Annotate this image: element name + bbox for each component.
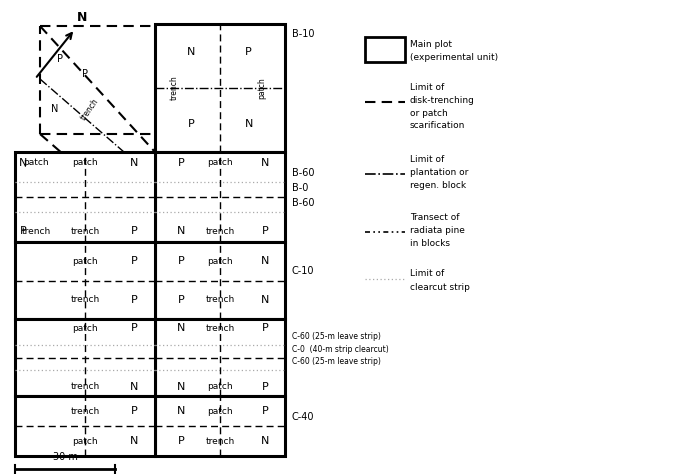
Text: P: P bbox=[177, 256, 184, 266]
Text: N: N bbox=[77, 11, 87, 24]
Text: B-60: B-60 bbox=[292, 198, 314, 208]
Text: plantation or: plantation or bbox=[410, 167, 469, 176]
Text: N: N bbox=[177, 382, 185, 392]
Bar bbox=[365, 37, 405, 62]
Text: patch: patch bbox=[72, 437, 98, 446]
Text: B-60: B-60 bbox=[292, 168, 314, 178]
Bar bbox=[155, 396, 285, 456]
Text: P: P bbox=[57, 54, 63, 64]
Text: patch: patch bbox=[207, 158, 233, 167]
Text: P: P bbox=[131, 256, 137, 266]
Bar bbox=[15, 396, 155, 456]
Text: N: N bbox=[261, 436, 270, 446]
Bar bbox=[15, 152, 155, 242]
Text: N: N bbox=[130, 436, 138, 446]
Bar bbox=[15, 242, 155, 319]
Text: scarification: scarification bbox=[410, 121, 465, 130]
Text: 30 m: 30 m bbox=[52, 452, 78, 462]
Text: P: P bbox=[131, 323, 137, 333]
Bar bbox=[155, 24, 285, 152]
Text: C-10: C-10 bbox=[292, 266, 314, 276]
Text: N: N bbox=[261, 158, 270, 168]
Text: P: P bbox=[131, 226, 137, 236]
Text: C-60 (25-m leave strip): C-60 (25-m leave strip) bbox=[292, 357, 381, 366]
Text: Limit of: Limit of bbox=[410, 270, 444, 279]
Text: trench: trench bbox=[70, 382, 100, 391]
Text: trench: trench bbox=[79, 96, 101, 122]
Text: P: P bbox=[20, 226, 27, 236]
Text: patch: patch bbox=[72, 257, 98, 266]
Text: trench: trench bbox=[205, 227, 235, 236]
Bar bbox=[155, 242, 285, 319]
Text: C-40: C-40 bbox=[292, 412, 314, 422]
Text: P: P bbox=[245, 47, 252, 57]
Text: P: P bbox=[131, 295, 137, 305]
Text: radiata pine: radiata pine bbox=[410, 226, 465, 235]
Text: (experimental unit): (experimental unit) bbox=[410, 53, 498, 62]
Text: trench: trench bbox=[70, 407, 100, 416]
Text: N: N bbox=[244, 119, 253, 129]
Text: patch: patch bbox=[207, 407, 233, 416]
Text: patch: patch bbox=[207, 257, 233, 266]
Text: P: P bbox=[262, 323, 269, 333]
Text: N: N bbox=[187, 47, 196, 57]
Text: clearcut strip: clearcut strip bbox=[410, 283, 470, 292]
Text: N: N bbox=[130, 382, 138, 392]
Text: N: N bbox=[177, 323, 185, 333]
Bar bbox=[155, 152, 285, 242]
Text: patch: patch bbox=[23, 158, 49, 167]
Text: P: P bbox=[82, 69, 88, 79]
Text: trench: trench bbox=[70, 227, 100, 236]
Text: P: P bbox=[131, 406, 137, 416]
Text: Limit of: Limit of bbox=[410, 82, 444, 91]
Text: trench: trench bbox=[205, 437, 235, 446]
Text: B-10: B-10 bbox=[292, 29, 314, 39]
Text: or patch: or patch bbox=[410, 109, 447, 118]
Text: P: P bbox=[262, 226, 269, 236]
Text: regen. block: regen. block bbox=[410, 181, 466, 190]
Text: P: P bbox=[262, 406, 269, 416]
Bar bbox=[155, 319, 285, 396]
Text: N: N bbox=[261, 295, 270, 305]
Text: B-0: B-0 bbox=[292, 183, 308, 193]
Text: N: N bbox=[51, 104, 58, 114]
Text: Transect of: Transect of bbox=[410, 212, 460, 221]
Text: N: N bbox=[261, 256, 270, 266]
Text: patch: patch bbox=[72, 324, 98, 333]
Text: C-0  (40-m strip clearcut): C-0 (40-m strip clearcut) bbox=[292, 345, 389, 354]
Text: disk-trenching: disk-trenching bbox=[410, 95, 475, 104]
Text: in blocks: in blocks bbox=[410, 238, 450, 247]
Text: Limit of: Limit of bbox=[410, 155, 444, 164]
Text: patch: patch bbox=[257, 77, 266, 99]
Text: N: N bbox=[19, 158, 27, 168]
Text: N: N bbox=[177, 406, 185, 416]
Text: P: P bbox=[188, 119, 194, 129]
Text: P: P bbox=[177, 295, 184, 305]
Text: patch: patch bbox=[207, 382, 233, 391]
Text: Main plot: Main plot bbox=[410, 39, 452, 48]
Text: P: P bbox=[262, 382, 269, 392]
Text: trench: trench bbox=[205, 295, 235, 304]
Text: trench: trench bbox=[170, 76, 179, 100]
Text: trench: trench bbox=[21, 227, 50, 236]
Text: P: P bbox=[177, 436, 184, 446]
Text: trench: trench bbox=[205, 324, 235, 333]
Text: patch: patch bbox=[72, 158, 98, 167]
Text: N: N bbox=[177, 226, 185, 236]
Text: N: N bbox=[130, 158, 138, 168]
Bar bbox=[15, 319, 155, 396]
Text: P: P bbox=[177, 158, 184, 168]
Text: trench: trench bbox=[70, 295, 100, 304]
Text: C-60 (25-m leave strip): C-60 (25-m leave strip) bbox=[292, 332, 381, 341]
